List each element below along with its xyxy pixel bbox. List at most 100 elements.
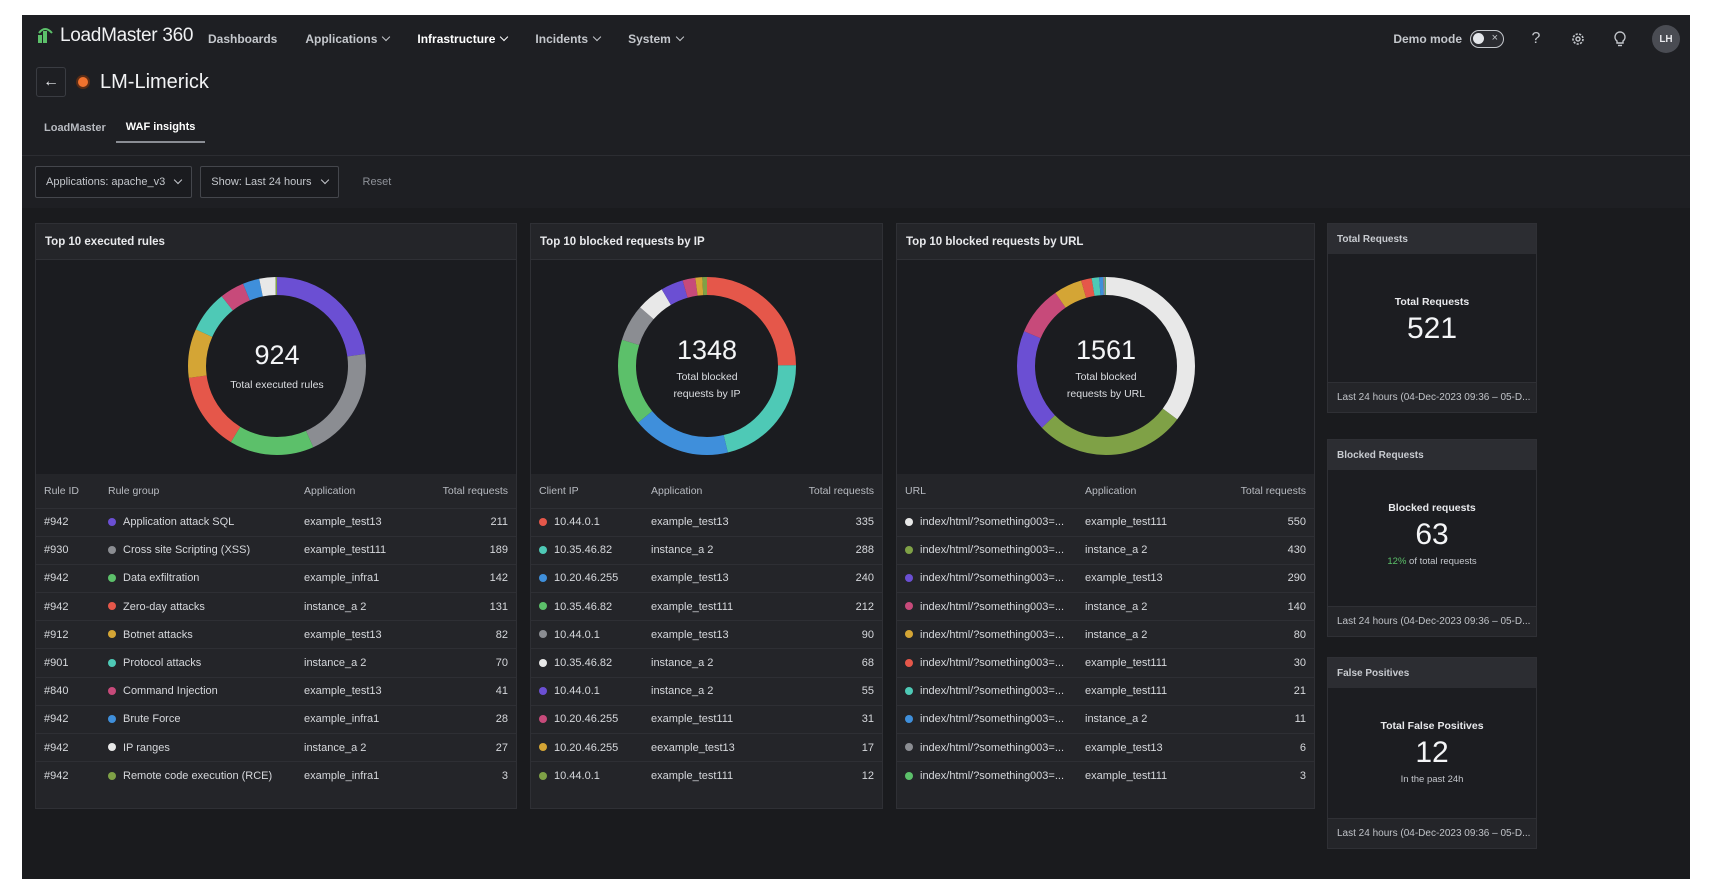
col-total-requests[interactable]: Total requests: [783, 474, 882, 508]
app-window: LoadMaster 360 Dashboards Applications Inf…: [22, 15, 1690, 879]
table-row[interactable]: 10.35.46.82 instance_a 2 288: [531, 535, 882, 565]
toggle-off-icon: ×: [1491, 32, 1498, 44]
table-row[interactable]: #901 Protocol attacks instance_a 2 70: [36, 648, 516, 678]
cell-group: Cross site Scripting (XSS): [100, 535, 296, 565]
nav-item-incidents[interactable]: Incidents: [521, 32, 614, 46]
donut-slice-3[interactable]: [618, 277, 796, 455]
col-total-requests[interactable]: Total requests: [1227, 474, 1314, 508]
time-range-filter[interactable]: Show: Last 24 hours: [200, 165, 339, 198]
cell-app: example_test13: [296, 620, 426, 649]
top-navigation: LoadMaster 360 Dashboards Applications Inf…: [22, 15, 1690, 63]
cell-text: #942: [44, 713, 69, 726]
cell-text: index/html/?something003=...: [920, 628, 1065, 641]
donut-slice-2[interactable]: [618, 277, 796, 455]
table-row[interactable]: #942 Data exfiltration example_infra1 142: [36, 563, 516, 593]
cell-text: index/html/?something003=...: [920, 544, 1065, 557]
table-row[interactable]: 10.44.0.1 example_test13 90: [531, 620, 882, 649]
col-total-requests[interactable]: Total requests: [426, 474, 516, 508]
table-row[interactable]: #930 Cross site Scripting (XSS) example_te…: [36, 535, 516, 565]
cell-url: index/html/?something003=...: [897, 704, 1077, 734]
table-row[interactable]: 10.44.0.1 instance_a 2 55: [531, 676, 882, 706]
table-row[interactable]: #942 Application attack SQL example_test13…: [36, 507, 516, 537]
donut-slice-4[interactable]: [618, 277, 796, 455]
cell-text: eexample_test13: [651, 741, 735, 754]
table-row[interactable]: index/html/?something003=... instance_a 2…: [897, 620, 1314, 649]
page-tabs: LoadMaster WAF insights: [34, 113, 206, 149]
legend-dot-icon: [539, 743, 547, 752]
table-row[interactable]: index/html/?something003=... example_test…: [897, 732, 1314, 762]
table-row[interactable]: index/html/?something003=... example_test…: [897, 761, 1314, 790]
donut-slice-10[interactable]: [1017, 277, 1195, 455]
nav-item-system[interactable]: System: [614, 32, 697, 46]
col-application[interactable]: Application: [643, 474, 783, 508]
demo-mode-toggle[interactable]: ×: [1470, 30, 1504, 48]
tab-loadmaster[interactable]: LoadMaster: [44, 122, 106, 134]
donut-slice-3[interactable]: [188, 277, 366, 455]
table-row[interactable]: #912 Botnet attacks example_test13 82: [36, 620, 516, 649]
reset-button[interactable]: Reset: [362, 175, 392, 188]
col-rule-group[interactable]: Rule group: [100, 474, 296, 508]
col-client-ip[interactable]: Client IP: [531, 474, 643, 508]
brand-name: LoadMaster 360: [60, 25, 194, 46]
tab-waf-insights[interactable]: WAF insights: [115, 113, 206, 143]
nav-item-applications[interactable]: Applications: [291, 32, 403, 46]
donut-slice-3[interactable]: [1017, 277, 1195, 455]
table-row[interactable]: 10.20.46.255 example_test111 31: [531, 704, 882, 734]
table-row[interactable]: 10.35.46.82 example_test111 212: [531, 592, 882, 621]
col-url[interactable]: URL: [897, 474, 1077, 508]
stat-value: 12: [1415, 736, 1449, 769]
table-row[interactable]: index/html/?something003=... example_test…: [897, 507, 1314, 537]
cell-text: 10.44.0.1: [554, 685, 600, 698]
col-application[interactable]: Application: [1077, 474, 1227, 508]
applications-filter[interactable]: Applications: apache_v3: [35, 165, 193, 198]
cell-app: example_test111: [296, 535, 426, 565]
cell-app: example_test111: [1077, 676, 1227, 706]
status-indicator-icon: [78, 77, 88, 87]
donut-slice-2[interactable]: [1017, 277, 1195, 455]
cell-text: 290: [1287, 572, 1306, 585]
table-row[interactable]: index/html/?something003=... example_test…: [897, 648, 1314, 678]
table-row[interactable]: index/html/?something003=... instance_a 2…: [897, 704, 1314, 734]
back-button[interactable]: ←: [36, 67, 66, 97]
gear-icon[interactable]: [1568, 29, 1588, 49]
help-icon[interactable]: ?: [1531, 30, 1541, 47]
stat-body: Total Requests 521: [1328, 254, 1536, 382]
table-row[interactable]: index/html/?something003=... instance_a 2…: [897, 592, 1314, 621]
table-row[interactable]: 10.44.0.1 example_test111 12: [531, 761, 882, 790]
nav-item-infrastructure[interactable]: Infrastructure: [403, 32, 521, 46]
nav-item-dashboards[interactable]: Dashboards: [194, 32, 291, 46]
legend-dot-icon: [905, 686, 913, 695]
table-row[interactable]: 10.35.46.82 instance_a 2 68: [531, 648, 882, 678]
table-row[interactable]: 10.20.46.255 example_test13 240: [531, 563, 882, 593]
table-row[interactable]: #942 Brute Force example_infra1 28: [36, 704, 516, 734]
table-row[interactable]: index/html/?something003=... example_test…: [897, 676, 1314, 706]
table-row[interactable]: #942 IP ranges instance_a 2 27: [36, 732, 516, 762]
table-row[interactable]: index/html/?something003=... instance_a 2…: [897, 535, 1314, 565]
legend-dot-icon: [108, 658, 116, 667]
table-row[interactable]: index/html/?something003=... example_test…: [897, 563, 1314, 593]
table-row[interactable]: 10.44.0.1 example_test13 335: [531, 507, 882, 537]
table-row[interactable]: #942 Remote code execution (RCE) example_i…: [36, 761, 516, 790]
donut-slice-10[interactable]: [618, 277, 796, 455]
ip-donut-svg: [618, 277, 796, 455]
donut-center-label-1: Total blocked: [676, 371, 738, 383]
cell-group: Application attack SQL: [100, 507, 296, 537]
cell-text: instance_a 2: [304, 741, 367, 754]
legend-dot-icon: [905, 517, 913, 526]
donut-slice-5[interactable]: [188, 277, 366, 455]
donut-slice-2[interactable]: [188, 277, 366, 455]
brand[interactable]: LoadMaster 360: [36, 25, 193, 47]
avatar[interactable]: LH: [1652, 25, 1680, 53]
table-row[interactable]: #840 Command Injection example_test13 41: [36, 676, 516, 706]
col-application[interactable]: Application: [296, 474, 426, 508]
lightbulb-icon[interactable]: [1610, 29, 1630, 49]
cell-app: example_infra1: [296, 704, 426, 734]
table-row[interactable]: 10.20.46.255 eexample_test13 17: [531, 732, 882, 762]
cell-count: 140: [1227, 592, 1314, 621]
demo-mode-label: Demo mode: [1393, 32, 1462, 46]
col-rule-id[interactable]: Rule ID: [36, 474, 100, 508]
donut-slice-10[interactable]: [188, 277, 366, 455]
table-row[interactable]: #942 Zero-day attacks instance_a 2 131: [36, 592, 516, 621]
stat-subtext: 12% of total requests: [1328, 556, 1536, 567]
stat-body: Blocked requests 63 12% of total request…: [1328, 470, 1536, 606]
